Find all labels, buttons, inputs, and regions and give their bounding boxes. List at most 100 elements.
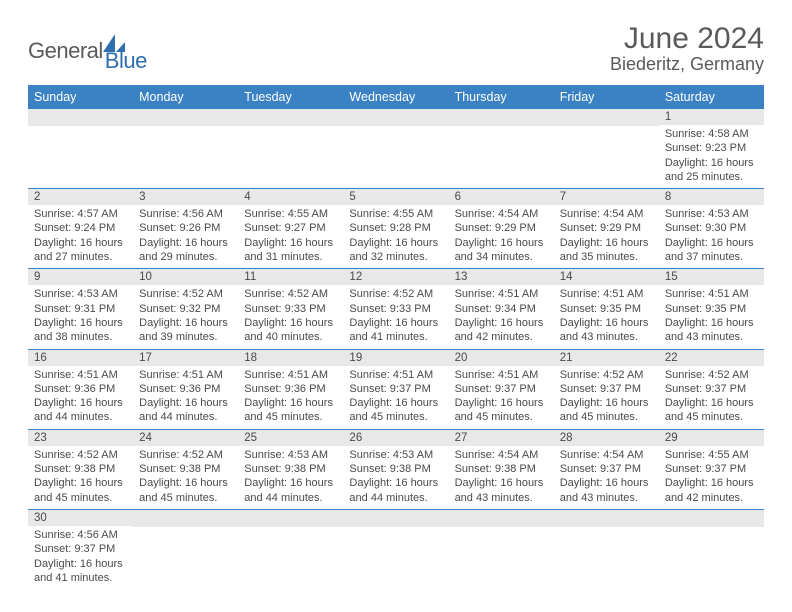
day-number: 1 [659, 109, 764, 125]
day-number [449, 510, 554, 527]
daylight-text: Daylight: 16 hours and 34 minutes. [455, 236, 548, 265]
sunset-text: Sunset: 9:36 PM [139, 382, 232, 396]
calendar-day-cell [238, 109, 343, 189]
daylight-text: Daylight: 16 hours and 41 minutes. [349, 316, 442, 345]
day-data [343, 126, 448, 176]
day-data: Sunrise: 4:51 AMSunset: 9:35 PMDaylight:… [659, 285, 764, 348]
day-number: 14 [554, 269, 659, 285]
sunrise-text: Sunrise: 4:54 AM [560, 448, 653, 462]
day-data: Sunrise: 4:54 AMSunset: 9:37 PMDaylight:… [554, 446, 659, 509]
sunrise-text: Sunrise: 4:51 AM [665, 287, 758, 301]
day-number: 8 [659, 189, 764, 205]
sunrise-text: Sunrise: 4:57 AM [34, 207, 127, 221]
calendar-day-cell: 9Sunrise: 4:53 AMSunset: 9:31 PMDaylight… [28, 269, 133, 349]
sunset-text: Sunset: 9:37 PM [665, 382, 758, 396]
calendar-day-cell: 24Sunrise: 4:52 AMSunset: 9:38 PMDayligh… [133, 429, 238, 509]
weekday-header: Tuesday [238, 85, 343, 109]
calendar-day-cell: 4Sunrise: 4:55 AMSunset: 9:27 PMDaylight… [238, 189, 343, 269]
header: General Blue June 2024 Biederitz, German… [28, 22, 764, 75]
calendar-day-cell: 19Sunrise: 4:51 AMSunset: 9:37 PMDayligh… [343, 349, 448, 429]
calendar-day-cell [343, 109, 448, 189]
daylight-text: Daylight: 16 hours and 43 minutes. [455, 476, 548, 505]
day-number: 12 [343, 269, 448, 285]
day-number [554, 109, 659, 126]
day-number: 19 [343, 350, 448, 366]
sunrise-text: Sunrise: 4:52 AM [665, 368, 758, 382]
day-data: Sunrise: 4:54 AMSunset: 9:38 PMDaylight:… [449, 446, 554, 509]
calendar-day-cell: 20Sunrise: 4:51 AMSunset: 9:37 PMDayligh… [449, 349, 554, 429]
day-number: 17 [133, 350, 238, 366]
day-number: 3 [133, 189, 238, 205]
day-data [449, 527, 554, 577]
sunrise-text: Sunrise: 4:54 AM [455, 207, 548, 221]
daylight-text: Daylight: 16 hours and 45 minutes. [139, 476, 232, 505]
sunset-text: Sunset: 9:29 PM [455, 221, 548, 235]
calendar-day-cell: 23Sunrise: 4:52 AMSunset: 9:38 PMDayligh… [28, 429, 133, 509]
sunset-text: Sunset: 9:38 PM [455, 462, 548, 476]
sunset-text: Sunset: 9:37 PM [34, 542, 127, 556]
calendar-week-row: 2Sunrise: 4:57 AMSunset: 9:24 PMDaylight… [28, 189, 764, 269]
day-number: 27 [449, 430, 554, 446]
sunrise-text: Sunrise: 4:51 AM [455, 368, 548, 382]
sunset-text: Sunset: 9:31 PM [34, 302, 127, 316]
day-number: 26 [343, 430, 448, 446]
calendar-day-cell: 21Sunrise: 4:52 AMSunset: 9:37 PMDayligh… [554, 349, 659, 429]
day-data: Sunrise: 4:54 AMSunset: 9:29 PMDaylight:… [554, 205, 659, 268]
calendar-week-row: 23Sunrise: 4:52 AMSunset: 9:38 PMDayligh… [28, 429, 764, 509]
calendar-day-cell: 14Sunrise: 4:51 AMSunset: 9:35 PMDayligh… [554, 269, 659, 349]
day-data: Sunrise: 4:56 AMSunset: 9:37 PMDaylight:… [28, 526, 133, 589]
day-number: 23 [28, 430, 133, 446]
sunset-text: Sunset: 9:36 PM [34, 382, 127, 396]
sunset-text: Sunset: 9:37 PM [560, 462, 653, 476]
sunrise-text: Sunrise: 4:51 AM [34, 368, 127, 382]
day-data: Sunrise: 4:53 AMSunset: 9:31 PMDaylight:… [28, 285, 133, 348]
calendar-day-cell: 25Sunrise: 4:53 AMSunset: 9:38 PMDayligh… [238, 429, 343, 509]
daylight-text: Daylight: 16 hours and 42 minutes. [665, 476, 758, 505]
calendar-day-cell: 11Sunrise: 4:52 AMSunset: 9:33 PMDayligh… [238, 269, 343, 349]
day-number [238, 109, 343, 126]
sunset-text: Sunset: 9:27 PM [244, 221, 337, 235]
day-data [133, 527, 238, 577]
day-data [554, 527, 659, 577]
sunset-text: Sunset: 9:33 PM [244, 302, 337, 316]
daylight-text: Daylight: 16 hours and 44 minutes. [139, 396, 232, 425]
calendar-week-row: 1Sunrise: 4:58 AMSunset: 9:23 PMDaylight… [28, 109, 764, 189]
day-number: 21 [554, 350, 659, 366]
day-number [343, 510, 448, 527]
month-title: June 2024 [610, 22, 764, 56]
day-number: 25 [238, 430, 343, 446]
sunrise-text: Sunrise: 4:51 AM [244, 368, 337, 382]
calendar-day-cell [554, 109, 659, 189]
calendar-week-row: 30Sunrise: 4:56 AMSunset: 9:37 PMDayligh… [28, 509, 764, 589]
calendar-day-cell: 26Sunrise: 4:53 AMSunset: 9:38 PMDayligh… [343, 429, 448, 509]
day-number [238, 510, 343, 527]
daylight-text: Daylight: 16 hours and 45 minutes. [665, 396, 758, 425]
day-data [238, 527, 343, 577]
calendar-day-cell: 13Sunrise: 4:51 AMSunset: 9:34 PMDayligh… [449, 269, 554, 349]
calendar-day-cell: 1Sunrise: 4:58 AMSunset: 9:23 PMDaylight… [659, 109, 764, 189]
sunrise-text: Sunrise: 4:55 AM [244, 207, 337, 221]
day-data: Sunrise: 4:51 AMSunset: 9:37 PMDaylight:… [449, 366, 554, 429]
daylight-text: Daylight: 16 hours and 44 minutes. [244, 476, 337, 505]
day-number [133, 109, 238, 126]
day-data: Sunrise: 4:51 AMSunset: 9:35 PMDaylight:… [554, 285, 659, 348]
calendar-day-cell: 6 Sunrise: 4:54 AMSunset: 9:29 PMDaylight… [449, 189, 554, 269]
sunrise-text: Sunrise: 4:51 AM [455, 287, 548, 301]
day-data [238, 126, 343, 176]
day-number: 6 [449, 189, 554, 205]
day-data: Sunrise: 4:52 AMSunset: 9:37 PMDaylight:… [554, 366, 659, 429]
daylight-text: Daylight: 16 hours and 43 minutes. [560, 476, 653, 505]
day-data: Sunrise: 4:53 AMSunset: 9:38 PMDaylight:… [343, 446, 448, 509]
weekday-header: Thursday [449, 85, 554, 109]
day-data: Sunrise: 4:51 AMSunset: 9:36 PMDaylight:… [238, 366, 343, 429]
daylight-text: Daylight: 16 hours and 31 minutes. [244, 236, 337, 265]
calendar-day-cell: 3Sunrise: 4:56 AMSunset: 9:26 PMDaylight… [133, 189, 238, 269]
day-data: Sunrise: 4:53 AMSunset: 9:30 PMDaylight:… [659, 205, 764, 268]
day-number [343, 109, 448, 126]
calendar-day-cell: 22Sunrise: 4:52 AMSunset: 9:37 PMDayligh… [659, 349, 764, 429]
sunrise-text: Sunrise: 4:51 AM [349, 368, 442, 382]
day-data [133, 126, 238, 176]
day-number: 7 [554, 189, 659, 205]
calendar-day-cell [133, 509, 238, 589]
calendar-day-cell: 5Sunrise: 4:55 AMSunset: 9:28 PMDaylight… [343, 189, 448, 269]
